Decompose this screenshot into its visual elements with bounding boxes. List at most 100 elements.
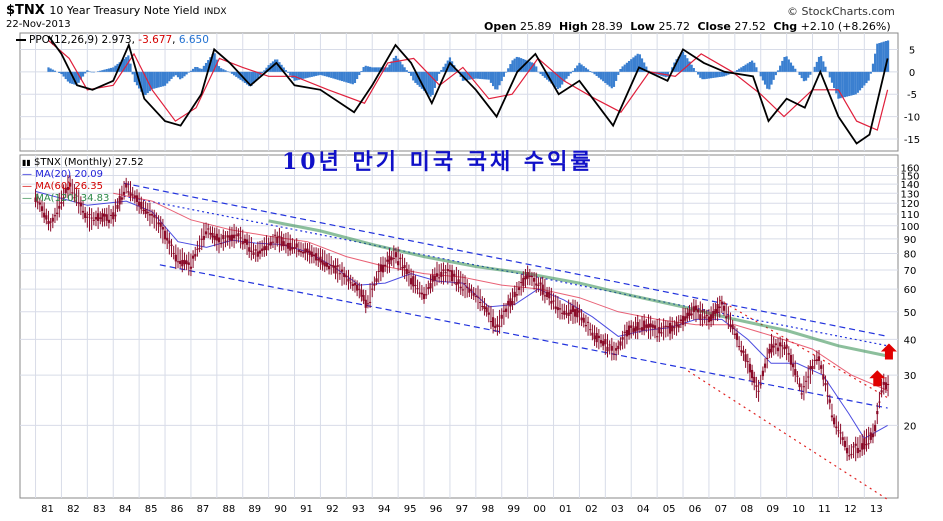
candle-body <box>174 254 177 262</box>
ppo-histogram-bar <box>157 71 160 88</box>
candle-body <box>530 275 534 278</box>
ppo-histogram-bar <box>878 43 881 72</box>
x-tick-label: 94 <box>378 504 391 515</box>
candle-body <box>880 390 883 393</box>
ppo-histogram-bar <box>563 71 566 82</box>
ppo-histogram-bar <box>597 71 600 78</box>
ppo-histogram-bar <box>358 71 361 76</box>
ppo-histogram-bar <box>675 59 678 72</box>
ppo-histogram-bar <box>133 71 136 83</box>
korean-title: 10년 만기 미국 국채 수익률 <box>282 149 594 175</box>
up-arrow-icon <box>869 370 886 387</box>
candle-body <box>45 215 48 220</box>
candle-body <box>658 326 661 334</box>
candle-body <box>306 248 309 253</box>
ppo-histogram-bar <box>848 71 851 97</box>
candle-body <box>302 251 305 254</box>
candle-body <box>43 212 46 218</box>
ppo-panel-frame <box>19 32 899 152</box>
candle-body <box>243 238 246 243</box>
candle-body <box>548 291 551 299</box>
candle-body <box>826 395 829 397</box>
candle-body <box>615 348 618 351</box>
ppo-histogram-bar <box>841 71 844 98</box>
candle-body <box>742 350 745 354</box>
ppo-histogram-bar <box>627 60 631 72</box>
candle-body <box>340 269 344 272</box>
ppo-histogram-bar <box>202 65 205 72</box>
candle-body <box>753 376 756 383</box>
candle-body <box>533 278 536 282</box>
candle-body <box>431 275 434 282</box>
candle-body <box>647 323 650 329</box>
ppo-histogram-bar <box>487 71 490 80</box>
candle-body <box>500 314 503 319</box>
candle-body <box>591 332 594 336</box>
candle-body <box>248 247 251 252</box>
ppo-histogram-bar <box>619 69 622 72</box>
candle-body <box>60 202 63 204</box>
candle-body <box>740 350 743 353</box>
candle-body <box>114 214 117 217</box>
ppo-histogram-bar <box>403 67 406 72</box>
candle-body <box>103 213 106 217</box>
ppo-histogram-bar <box>703 71 706 80</box>
ppo-signal-value: -3.677 <box>138 34 173 46</box>
candle-body <box>563 310 566 315</box>
ppo-histogram-bar <box>623 64 626 72</box>
candle-body <box>295 243 298 248</box>
candle-body <box>554 306 557 309</box>
ppo-y-tick-label: -5 <box>907 90 917 101</box>
candle-body <box>649 323 652 328</box>
candle-body <box>848 455 851 457</box>
ppo-histogram-bar <box>602 71 605 82</box>
ppo-histogram-bar <box>599 71 603 80</box>
candle-body <box>235 234 238 236</box>
candle-body <box>107 219 111 223</box>
candle-body <box>707 316 711 323</box>
candle-body <box>427 287 430 290</box>
close-label: Close <box>697 20 731 33</box>
ppo-histogram-bar <box>612 71 616 87</box>
candle-body <box>90 217 93 219</box>
candle-body <box>813 359 816 361</box>
ppo-histogram-bar <box>409 71 413 76</box>
candle-body <box>392 257 395 259</box>
ppo-histogram-bar <box>295 71 298 81</box>
candle-body <box>161 227 164 230</box>
ppo-histogram-bar <box>204 62 208 72</box>
ppo-histogram-bar <box>187 71 190 73</box>
ppo-histogram-bar <box>807 71 810 78</box>
candle-body <box>476 296 480 298</box>
ppo-histogram-bar <box>783 56 786 72</box>
candle-body <box>390 257 393 261</box>
ppo-histogram-bar <box>207 60 210 72</box>
ppo-histogram-bar <box>755 67 758 72</box>
candle-body <box>817 356 821 361</box>
candle-body <box>550 300 553 304</box>
candle-body <box>571 305 575 313</box>
candle-body <box>325 262 329 267</box>
candle-body <box>515 294 518 296</box>
candle-body <box>489 321 493 323</box>
chart-date: 22-Nov-2013 <box>6 19 71 30</box>
candle-body <box>403 265 406 268</box>
candle-body <box>627 325 631 336</box>
candle-body <box>656 336 659 338</box>
candle-body <box>368 301 372 303</box>
ppo-histogram-bar <box>470 71 473 80</box>
ppo-histogram-bar <box>97 71 100 72</box>
ppo-histogram-bar <box>876 43 879 72</box>
candle-body <box>522 277 525 286</box>
candle-body <box>720 301 723 305</box>
candle-body <box>153 215 156 218</box>
ppo-histogram-bar <box>686 58 689 72</box>
red-channel-lower-line <box>687 370 888 501</box>
ppo-histogram-bar <box>615 71 618 81</box>
ppo-histogram-bar <box>161 71 164 87</box>
candle-body <box>321 260 324 265</box>
ppo-histogram-bar <box>356 71 359 80</box>
candle-body <box>299 250 303 253</box>
candle-body <box>634 326 637 332</box>
ppo-histogram-bar <box>353 71 357 84</box>
